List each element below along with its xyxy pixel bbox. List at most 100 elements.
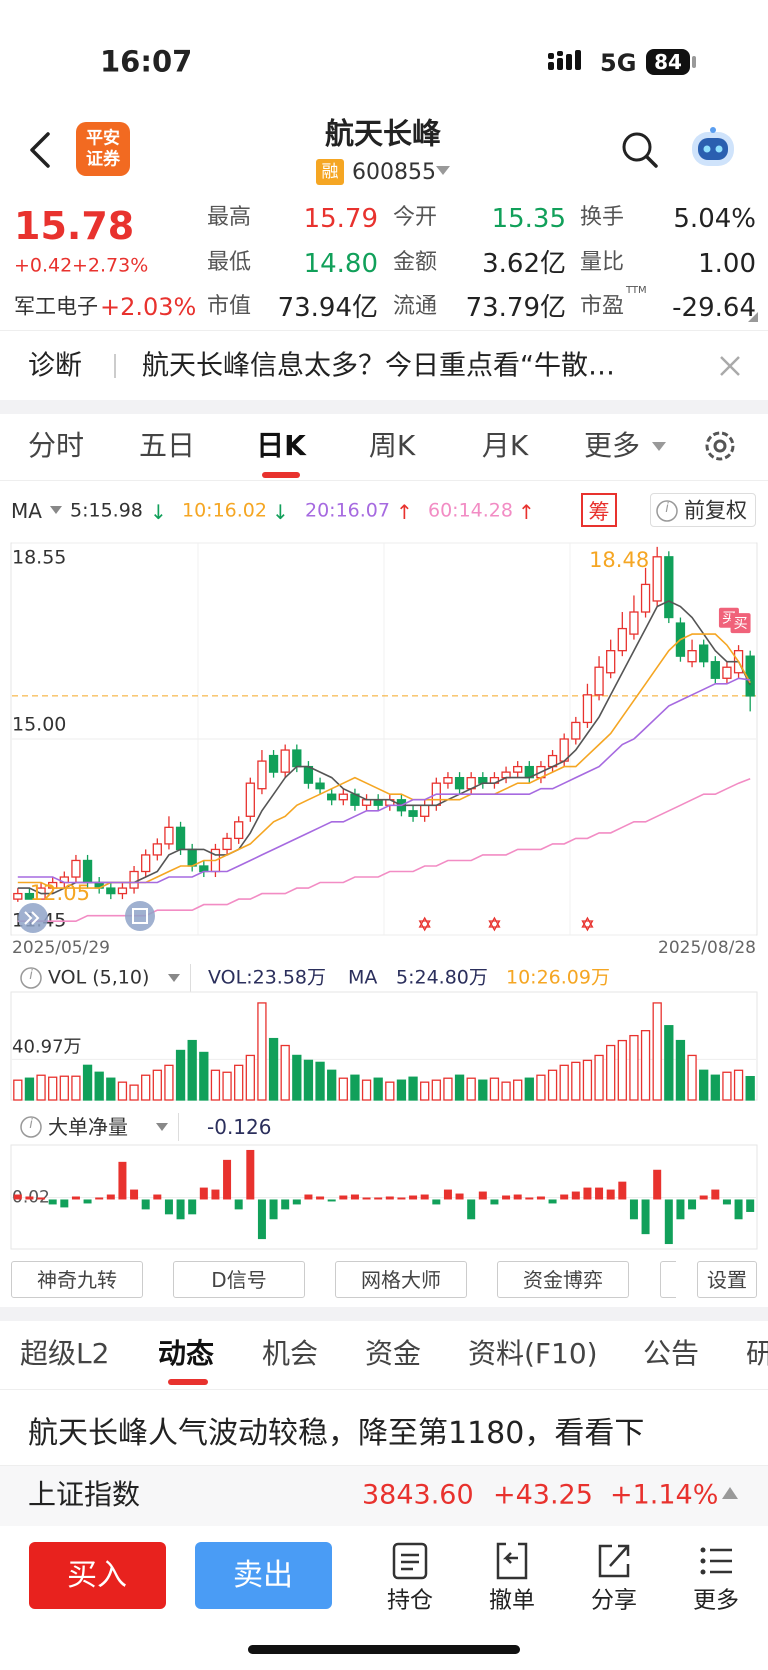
volume-bar bbox=[327, 1069, 337, 1101]
diagnosis-text[interactable]: 航天长峰信息太多？今日重点看“牛散… bbox=[142, 350, 615, 382]
candle-body bbox=[268, 754, 279, 773]
net-bar bbox=[525, 1197, 534, 1200]
net-bar bbox=[164, 1199, 173, 1215]
tool-button[interactable] bbox=[697, 1261, 757, 1298]
info-tab[interactable]: 资料(F10) bbox=[468, 1337, 598, 1370]
low-annotation: 12.05 bbox=[30, 881, 90, 905]
buy-marker bbox=[718, 607, 739, 628]
volume-bar bbox=[48, 1076, 58, 1101]
close-button[interactable] bbox=[719, 355, 741, 377]
net-bar bbox=[409, 1195, 418, 1200]
vol-label[interactable]: VOL (5,10) bbox=[48, 966, 150, 989]
candle-body bbox=[722, 666, 732, 679]
ma-dropdown[interactable] bbox=[50, 506, 62, 515]
buy-button[interactable] bbox=[29, 1542, 166, 1609]
ma-value: 10:16.02 bbox=[182, 499, 267, 522]
period-tab[interactable]: 分时 bbox=[27, 429, 85, 462]
vol-dropdown[interactable] bbox=[168, 974, 180, 983]
candle-body bbox=[373, 799, 383, 806]
net-bar bbox=[37, 1197, 46, 1200]
code-dropdown[interactable] bbox=[436, 166, 450, 176]
stock-code: 600855 bbox=[352, 160, 436, 185]
volume-bar bbox=[152, 1069, 162, 1101]
share-icon[interactable] bbox=[596, 1542, 632, 1580]
info-tab[interactable]: 研 bbox=[746, 1337, 768, 1370]
period-tab[interactable]: 五日 bbox=[138, 429, 196, 462]
net-dropdown[interactable] bbox=[156, 1123, 168, 1132]
svg-text:i: i bbox=[29, 968, 33, 983]
candle-body bbox=[210, 848, 221, 873]
action-label[interactable]: 持仓 bbox=[387, 1587, 433, 1614]
net-bar bbox=[374, 1197, 383, 1200]
ma-line bbox=[17, 633, 751, 889]
more-icon[interactable] bbox=[698, 1542, 734, 1580]
action-label[interactable]: 撤单 bbox=[489, 1587, 535, 1614]
search-button[interactable] bbox=[620, 130, 660, 170]
more-dropdown[interactable] bbox=[652, 442, 666, 451]
candle-body bbox=[420, 804, 430, 817]
info-tab[interactable]: 资金 bbox=[365, 1337, 422, 1370]
candle-body bbox=[687, 650, 697, 663]
candle-body bbox=[71, 859, 81, 878]
candle-body bbox=[175, 826, 186, 851]
sector-name: 军工电子 bbox=[14, 294, 98, 319]
back-button[interactable] bbox=[26, 130, 52, 170]
tool-button[interactable] bbox=[335, 1261, 467, 1298]
net-bar bbox=[606, 1189, 615, 1200]
volume-bar bbox=[373, 1077, 383, 1101]
hold-icon[interactable] bbox=[392, 1542, 428, 1580]
chip-button[interactable]: 筹 bbox=[581, 493, 617, 527]
field-label: 市盈 bbox=[580, 294, 625, 319]
net-bar bbox=[571, 1191, 580, 1200]
period-tab[interactable]: 周K bbox=[368, 429, 416, 462]
candle-body bbox=[338, 793, 348, 801]
tool-button[interactable] bbox=[660, 1261, 676, 1298]
field-value: 15.35 bbox=[491, 204, 566, 234]
volume-bar bbox=[385, 1081, 395, 1101]
period-tab[interactable]: 月K bbox=[481, 429, 529, 462]
expand-arrow[interactable] bbox=[722, 1487, 738, 1499]
ma-value: 20:16.07 bbox=[305, 499, 390, 522]
zoom-icon bbox=[132, 908, 148, 924]
info-tab[interactable]: 动态 bbox=[158, 1337, 215, 1370]
volume-bar bbox=[629, 1034, 639, 1101]
info-tab[interactable]: 超级L2 bbox=[20, 1337, 110, 1370]
index-bar[interactable] bbox=[0, 1465, 768, 1526]
volume-bar bbox=[361, 1079, 372, 1101]
news-headline[interactable]: 航天长峰人气波动较稳，降至第1180，看看下 bbox=[28, 1416, 645, 1451]
field-value: 73.94亿 bbox=[277, 293, 378, 323]
candle-body bbox=[129, 870, 139, 889]
settings-gear[interactable] bbox=[702, 428, 738, 464]
volume-bar bbox=[536, 1074, 546, 1101]
candle-body bbox=[94, 881, 104, 889]
volume-bar bbox=[222, 1071, 232, 1101]
net-bar bbox=[560, 1194, 569, 1200]
volume-bar bbox=[71, 1075, 81, 1101]
period-tab[interactable]: 日K bbox=[256, 429, 306, 462]
ma-label[interactable]: MA bbox=[11, 499, 42, 523]
net-bar bbox=[432, 1199, 441, 1205]
action-label[interactable]: 分享 bbox=[591, 1587, 637, 1614]
cancel-icon[interactable] bbox=[494, 1542, 530, 1580]
tool-label: 设置 bbox=[707, 1268, 747, 1292]
panel-frame bbox=[10, 991, 758, 1101]
info-tab[interactable]: 机会 bbox=[262, 1337, 319, 1370]
tab-underline bbox=[262, 472, 300, 478]
candle-body bbox=[385, 799, 395, 806]
assistant-button[interactable] bbox=[688, 126, 738, 172]
tool-button[interactable] bbox=[11, 1261, 143, 1298]
quote-change: +0.42 bbox=[14, 254, 73, 277]
action-label[interactable]: 更多 bbox=[693, 1587, 739, 1614]
tool-label: 网格大师 bbox=[361, 1268, 441, 1292]
net-bar bbox=[350, 1194, 359, 1200]
volume-bar bbox=[338, 1077, 348, 1101]
sell-button[interactable] bbox=[195, 1542, 332, 1609]
info-tab[interactable]: 公告 bbox=[643, 1337, 700, 1370]
tool-button[interactable] bbox=[173, 1261, 305, 1298]
period-tab[interactable]: 更多 bbox=[583, 429, 641, 462]
fuquan-button[interactable] bbox=[650, 493, 756, 527]
volume-bar bbox=[94, 1071, 104, 1101]
net-label[interactable]: 大单净量 bbox=[48, 1115, 128, 1139]
volume-bar bbox=[396, 1079, 407, 1101]
tool-button[interactable] bbox=[497, 1261, 629, 1298]
